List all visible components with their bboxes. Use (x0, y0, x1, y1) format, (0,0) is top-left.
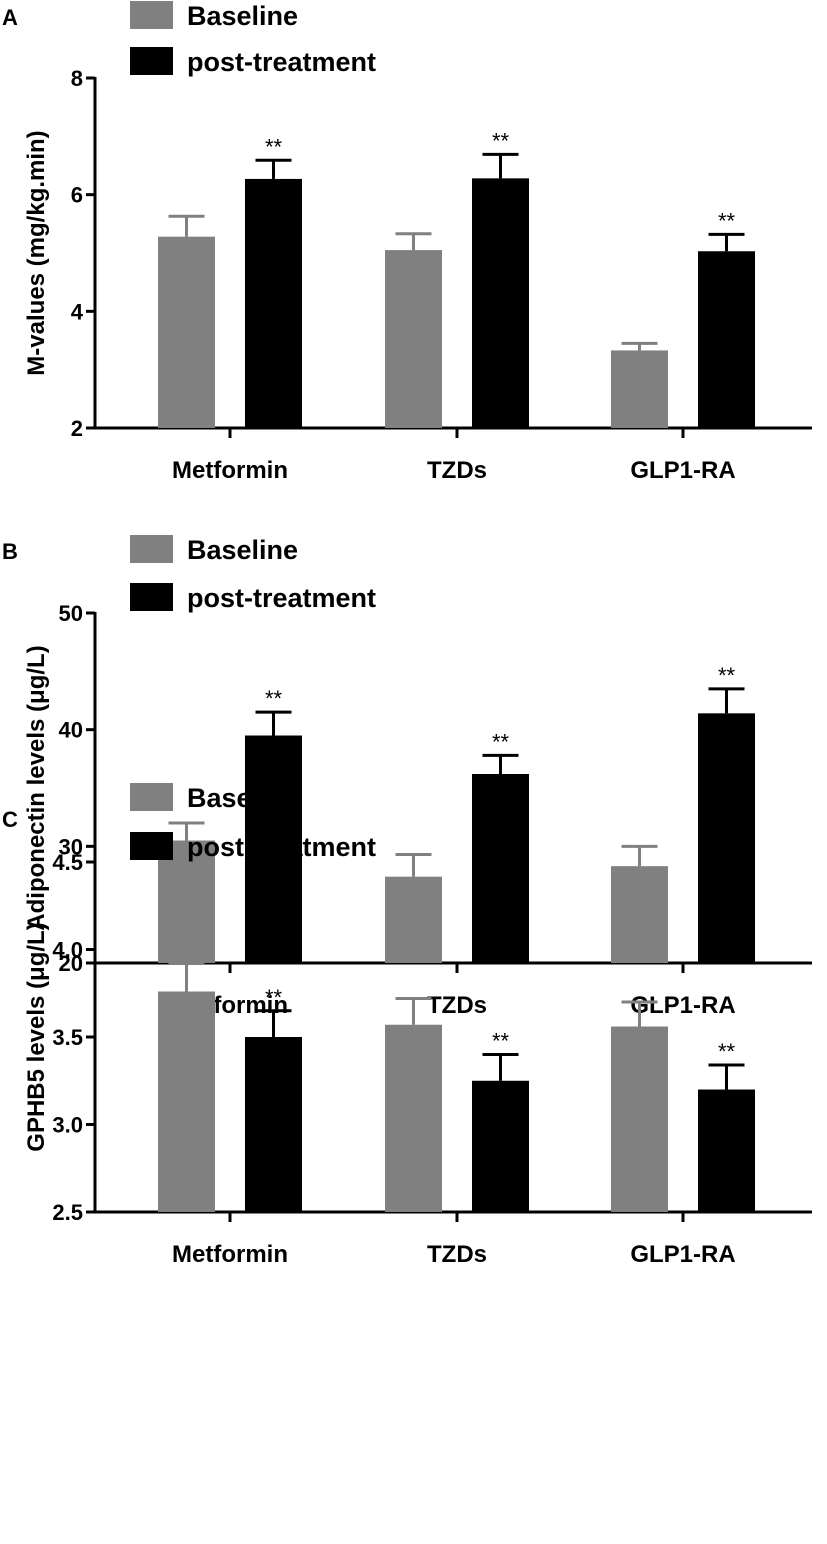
y-tick-label: 50 (59, 601, 83, 626)
x-category-label: TZDs (427, 457, 487, 484)
x-category-label: TZDs (427, 1241, 487, 1268)
y-axis-title: Adiponectin levels (μg/L) (23, 645, 50, 930)
x-category-label: GLP1-RA (630, 1241, 735, 1268)
significance-label: ** (492, 1029, 510, 1054)
y-tick-label: 2 (71, 416, 83, 441)
legend-swatch-baseline (130, 535, 173, 563)
bar-post-treatment (698, 713, 755, 963)
bar-baseline (385, 1024, 442, 1212)
bar-baseline (385, 876, 442, 963)
bar-post-treatment (245, 1037, 302, 1212)
bar-post-treatment (472, 178, 529, 428)
y-tick-label: 8 (71, 66, 83, 91)
bar-baseline (611, 866, 668, 963)
legend-label-post-treatment: post-treatment (187, 47, 376, 77)
legend-label-baseline: Baseline (187, 535, 298, 565)
chart-panel-a: A Baseline post-treatment 2 4 6 8 M-values (mg/… (2, 1, 812, 484)
chart-panel-c: C Baseline post-treatment 2.5 3.0 3.5 4.0 4.5 GP… (2, 783, 812, 1268)
y-tick-label: 4.0 (52, 938, 83, 963)
bar-post-treatment (698, 1089, 755, 1212)
significance-label: ** (492, 128, 510, 153)
panel-letter: B (2, 539, 18, 564)
y-tick-label: 6 (71, 183, 83, 208)
bar-post-treatment (245, 178, 302, 428)
significance-label: ** (492, 729, 510, 754)
x-category-label: GLP1-RA (630, 457, 735, 484)
y-axis-title: M-values (mg/kg.min) (23, 130, 50, 375)
legend-swatch-post-treatment (130, 47, 173, 75)
bar-baseline (158, 991, 215, 1212)
bar-post-treatment (472, 774, 529, 963)
panel-letter: A (2, 5, 18, 30)
legend-label-post-treatment: post-treatment (187, 832, 376, 862)
y-tick-label: 4 (71, 299, 84, 324)
y-tick-label: 3.0 (52, 1113, 83, 1138)
y-tick-label: 3.5 (52, 1025, 83, 1050)
y-tick-label: 40 (59, 718, 83, 743)
x-category-label: Metformin (172, 457, 288, 484)
legend-label-baseline: Baseline (187, 783, 298, 813)
bar-baseline (385, 250, 442, 428)
x-category-label: TZDs (427, 992, 487, 1019)
bar-baseline (158, 840, 215, 963)
y-tick-label: 30 (59, 834, 83, 859)
legend-label-post-treatment: post-treatment (187, 583, 376, 613)
significance-label: ** (718, 208, 736, 233)
bar-post-treatment (472, 1080, 529, 1212)
y-tick-label: 2.5 (52, 1200, 83, 1225)
y-tick-label: 4.5 (52, 850, 83, 875)
bar-baseline (611, 350, 668, 428)
significance-label: ** (265, 686, 283, 711)
significance-label: ** (718, 663, 736, 688)
significance-label: ** (265, 134, 283, 159)
legend-label-baseline: Baseline (187, 1, 298, 31)
significance-label: ** (718, 1039, 736, 1064)
y-axis-title: GPHB5 levels (μg/L) (23, 922, 50, 1151)
legend-swatch-post-treatment (130, 583, 173, 611)
legend-swatch-baseline (130, 783, 173, 811)
chart-panel-b: B Baseline post-treatment 20 30 40 50 Adiponect… (2, 535, 812, 1019)
legend-swatch-baseline (130, 1, 173, 29)
y-tick-label: 20 (59, 951, 83, 976)
panel-letter: C (2, 807, 18, 832)
significance-label: ** (265, 985, 283, 1010)
bar-baseline (158, 236, 215, 428)
legend-swatch-post-treatment (130, 832, 173, 860)
bar-baseline (611, 1026, 668, 1212)
bar-post-treatment (245, 735, 302, 963)
x-category-label: Metformin (172, 1241, 288, 1268)
x-category-label: GLP1-RA (630, 992, 735, 1019)
bar-post-treatment (698, 251, 755, 428)
